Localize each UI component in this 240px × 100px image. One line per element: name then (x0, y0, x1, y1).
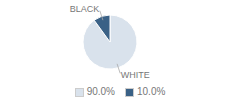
svg-text:BLACK: BLACK (70, 4, 100, 14)
html-text:10.0%: 10.0% (137, 86, 166, 97)
svg-text:WHITE: WHITE (121, 70, 150, 80)
html-text:90.0%: 90.0% (86, 86, 115, 97)
